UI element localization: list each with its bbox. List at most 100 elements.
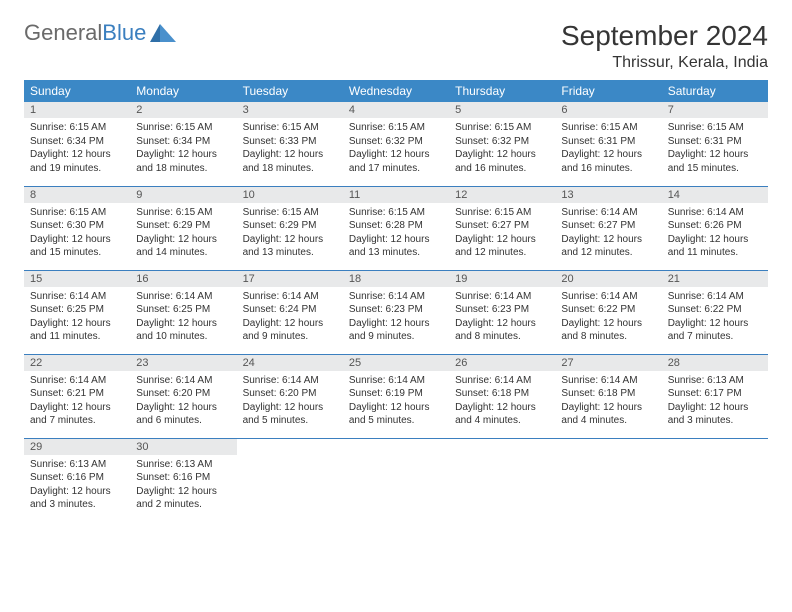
sunset-text: Sunset: 6:18 PM (455, 387, 549, 401)
calendar-row: 8Sunrise: 6:15 AMSunset: 6:30 PMDaylight… (24, 186, 768, 270)
day-number: 17 (237, 271, 343, 287)
day-number: 11 (343, 187, 449, 203)
daylight-line1: Daylight: 12 hours (455, 148, 549, 162)
daylight-line1: Daylight: 12 hours (30, 401, 124, 415)
calendar-cell-empty (662, 438, 768, 522)
daylight-line2: and 17 minutes. (349, 162, 443, 176)
day-number: 8 (24, 187, 130, 203)
day-body: Sunrise: 6:15 AMSunset: 6:32 PMDaylight:… (449, 118, 555, 181)
header: GeneralBlue September 2024 Thrissur, Ker… (24, 20, 768, 72)
weekday-header: Sunday (24, 80, 130, 102)
sunset-text: Sunset: 6:23 PM (455, 303, 549, 317)
calendar-cell: 12Sunrise: 6:15 AMSunset: 6:27 PMDayligh… (449, 186, 555, 270)
day-body: Sunrise: 6:15 AMSunset: 6:32 PMDaylight:… (343, 118, 449, 181)
daylight-line2: and 13 minutes. (349, 246, 443, 260)
sunrise-text: Sunrise: 6:15 AM (349, 121, 443, 135)
day-body: Sunrise: 6:15 AMSunset: 6:34 PMDaylight:… (130, 118, 236, 181)
sunrise-text: Sunrise: 6:13 AM (136, 458, 230, 472)
day-body: Sunrise: 6:13 AMSunset: 6:16 PMDaylight:… (24, 455, 130, 518)
calendar-cell: 27Sunrise: 6:14 AMSunset: 6:18 PMDayligh… (555, 354, 661, 438)
sunrise-text: Sunrise: 6:15 AM (243, 121, 337, 135)
day-body: Sunrise: 6:15 AMSunset: 6:27 PMDaylight:… (449, 203, 555, 266)
sunrise-text: Sunrise: 6:14 AM (561, 374, 655, 388)
daylight-line2: and 18 minutes. (136, 162, 230, 176)
sunset-text: Sunset: 6:18 PM (561, 387, 655, 401)
daylight-line1: Daylight: 12 hours (136, 401, 230, 415)
calendar-cell: 5Sunrise: 6:15 AMSunset: 6:32 PMDaylight… (449, 102, 555, 186)
daylight-line2: and 15 minutes. (668, 162, 762, 176)
daylight-line2: and 3 minutes. (668, 414, 762, 428)
daylight-line1: Daylight: 12 hours (668, 233, 762, 247)
calendar-cell: 8Sunrise: 6:15 AMSunset: 6:30 PMDaylight… (24, 186, 130, 270)
day-body: Sunrise: 6:15 AMSunset: 6:31 PMDaylight:… (555, 118, 661, 181)
daylight-line2: and 3 minutes. (30, 498, 124, 512)
daylight-line1: Daylight: 12 hours (136, 317, 230, 331)
day-number: 25 (343, 355, 449, 371)
sunrise-text: Sunrise: 6:14 AM (668, 206, 762, 220)
daylight-line1: Daylight: 12 hours (136, 233, 230, 247)
calendar-head: SundayMondayTuesdayWednesdayThursdayFrid… (24, 80, 768, 102)
day-number: 18 (343, 271, 449, 287)
calendar-cell: 11Sunrise: 6:15 AMSunset: 6:28 PMDayligh… (343, 186, 449, 270)
day-number: 21 (662, 271, 768, 287)
daylight-line2: and 14 minutes. (136, 246, 230, 260)
day-number: 13 (555, 187, 661, 203)
sunrise-text: Sunrise: 6:15 AM (455, 206, 549, 220)
sunrise-text: Sunrise: 6:15 AM (136, 121, 230, 135)
sunrise-text: Sunrise: 6:14 AM (136, 374, 230, 388)
day-number: 12 (449, 187, 555, 203)
daylight-line2: and 12 minutes. (561, 246, 655, 260)
logo-mark-icon (150, 24, 176, 42)
month-title: September 2024 (561, 20, 768, 52)
calendar-cell: 7Sunrise: 6:15 AMSunset: 6:31 PMDaylight… (662, 102, 768, 186)
day-number: 26 (449, 355, 555, 371)
daylight-line1: Daylight: 12 hours (455, 317, 549, 331)
sunset-text: Sunset: 6:23 PM (349, 303, 443, 317)
daylight-line2: and 5 minutes. (349, 414, 443, 428)
day-body: Sunrise: 6:14 AMSunset: 6:20 PMDaylight:… (130, 371, 236, 434)
daylight-line1: Daylight: 12 hours (561, 401, 655, 415)
sunset-text: Sunset: 6:16 PM (136, 471, 230, 485)
day-number: 2 (130, 102, 236, 118)
daylight-line1: Daylight: 12 hours (30, 148, 124, 162)
sunrise-text: Sunrise: 6:13 AM (30, 458, 124, 472)
calendar-cell: 18Sunrise: 6:14 AMSunset: 6:23 PMDayligh… (343, 270, 449, 354)
sunrise-text: Sunrise: 6:14 AM (349, 374, 443, 388)
daylight-line2: and 19 minutes. (30, 162, 124, 176)
sunset-text: Sunset: 6:21 PM (30, 387, 124, 401)
sunset-text: Sunset: 6:16 PM (30, 471, 124, 485)
day-body: Sunrise: 6:15 AMSunset: 6:30 PMDaylight:… (24, 203, 130, 266)
day-body: Sunrise: 6:15 AMSunset: 6:31 PMDaylight:… (662, 118, 768, 181)
calendar-cell-empty (343, 438, 449, 522)
day-number: 1 (24, 102, 130, 118)
calendar-row: 29Sunrise: 6:13 AMSunset: 6:16 PMDayligh… (24, 438, 768, 522)
day-body: Sunrise: 6:13 AMSunset: 6:16 PMDaylight:… (130, 455, 236, 518)
sunrise-text: Sunrise: 6:15 AM (30, 206, 124, 220)
daylight-line2: and 15 minutes. (30, 246, 124, 260)
sunset-text: Sunset: 6:26 PM (668, 219, 762, 233)
day-number: 5 (449, 102, 555, 118)
daylight-line2: and 16 minutes. (561, 162, 655, 176)
day-body: Sunrise: 6:14 AMSunset: 6:21 PMDaylight:… (24, 371, 130, 434)
location: Thrissur, Kerala, India (561, 54, 768, 72)
daylight-line1: Daylight: 12 hours (561, 148, 655, 162)
calendar-cell: 3Sunrise: 6:15 AMSunset: 6:33 PMDaylight… (237, 102, 343, 186)
day-body: Sunrise: 6:14 AMSunset: 6:22 PMDaylight:… (555, 287, 661, 350)
sunrise-text: Sunrise: 6:14 AM (30, 290, 124, 304)
sunset-text: Sunset: 6:34 PM (136, 135, 230, 149)
day-body: Sunrise: 6:14 AMSunset: 6:23 PMDaylight:… (343, 287, 449, 350)
day-number: 24 (237, 355, 343, 371)
sunset-text: Sunset: 6:28 PM (349, 219, 443, 233)
weekday-header: Monday (130, 80, 236, 102)
sunrise-text: Sunrise: 6:14 AM (561, 206, 655, 220)
daylight-line1: Daylight: 12 hours (455, 401, 549, 415)
sunset-text: Sunset: 6:31 PM (668, 135, 762, 149)
calendar-cell: 25Sunrise: 6:14 AMSunset: 6:19 PMDayligh… (343, 354, 449, 438)
calendar-cell: 28Sunrise: 6:13 AMSunset: 6:17 PMDayligh… (662, 354, 768, 438)
daylight-line1: Daylight: 12 hours (668, 148, 762, 162)
day-number: 4 (343, 102, 449, 118)
daylight-line2: and 4 minutes. (455, 414, 549, 428)
sunset-text: Sunset: 6:31 PM (561, 135, 655, 149)
daylight-line2: and 8 minutes. (455, 330, 549, 344)
daylight-line2: and 16 minutes. (455, 162, 549, 176)
